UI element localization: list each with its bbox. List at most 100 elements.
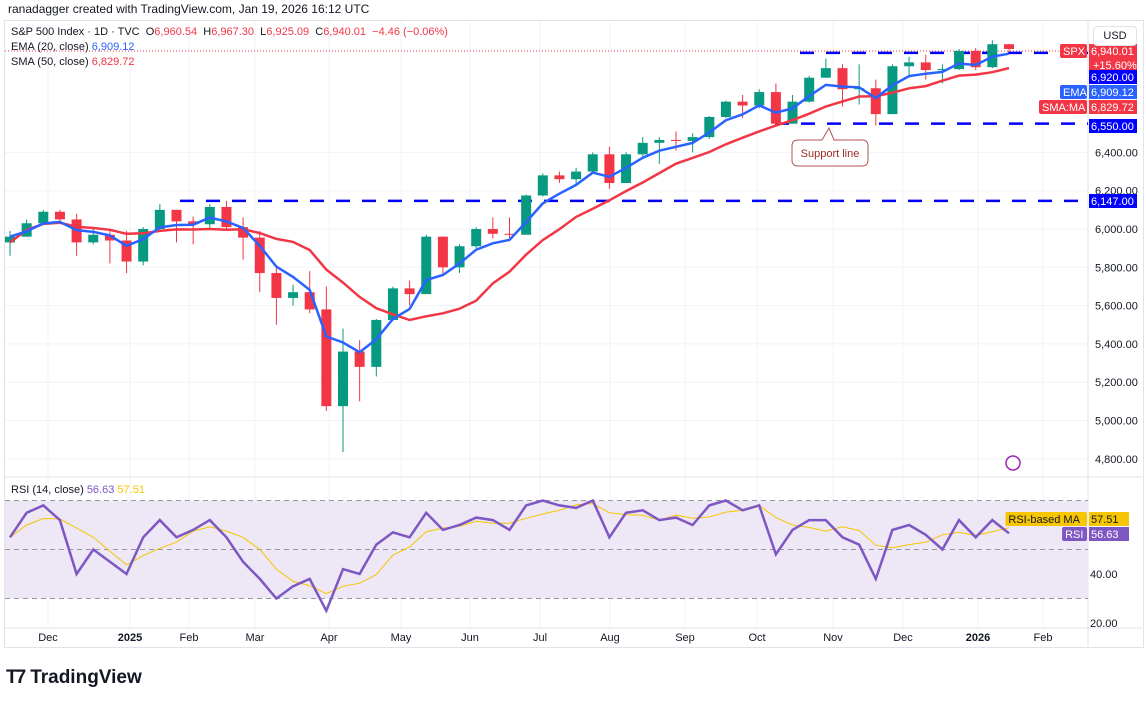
candle-body: [171, 209, 182, 222]
candle-body: [870, 88, 881, 115]
rsi-tag-label: RSI: [1065, 529, 1083, 541]
rsi-legend[interactable]: RSI (14, close) 56.63 57.51: [11, 484, 145, 496]
rsi-tag-label: RSI-based MA: [1008, 514, 1080, 526]
open-label: O: [145, 26, 155, 38]
support-line-callout: Support line: [791, 126, 869, 167]
low-label: L: [260, 26, 267, 38]
candle-body: [504, 233, 515, 235]
candle-body: [371, 319, 382, 367]
candle-body: [737, 101, 748, 106]
candle-body: [204, 206, 215, 225]
candle-body: [487, 229, 498, 234]
candle-body: [254, 237, 265, 274]
price-tag-value: 6,920.00: [1091, 72, 1134, 84]
time-axis-label: 2026: [966, 632, 990, 644]
ema-20-line: [9, 52, 1010, 354]
price-tick-label: 5,600.00: [1095, 301, 1138, 313]
candle-body: [554, 175, 565, 180]
price-tag: [1089, 44, 1137, 58]
candle-body: [221, 206, 232, 228]
symbol-name[interactable]: S&P 500 Index · 1D · TVC: [11, 26, 140, 38]
time-axis-label: Aug: [600, 632, 620, 644]
candle-body: [271, 273, 282, 298]
symbol-legend: S&P 500 Index · 1D · TVC O6,960.54 H6,96…: [11, 26, 448, 38]
candle-body: [704, 116, 715, 138]
alert-lightning-icon: [1005, 455, 1021, 471]
candle-body: [970, 50, 981, 68]
time-axis-label: Mar: [246, 632, 265, 644]
candle-body: [571, 171, 582, 180]
chart-credit: ranadagger created with TradingView.com,…: [8, 2, 370, 16]
rsi-tag-value: 57.51: [1091, 514, 1119, 526]
candle-body: [421, 236, 432, 295]
low-value: 6,925.09: [266, 26, 310, 38]
time-axis-label: Jun: [461, 632, 479, 644]
tradingview-logo-icon: T7: [6, 667, 26, 688]
candle-body: [5, 236, 15, 243]
time-axis-label: Dec: [38, 632, 58, 644]
candle-body: [54, 211, 65, 220]
candle-body: [770, 92, 781, 124]
close-label: C: [315, 26, 324, 38]
candle-body: [404, 288, 415, 295]
sma-legend[interactable]: SMA (50, close) 6,829.72: [11, 56, 135, 68]
price-tick-label: 5,800.00: [1095, 262, 1138, 274]
ema-value: 6,909.12: [91, 41, 135, 53]
ema-legend[interactable]: EMA (20, close) 6,909.12: [11, 41, 135, 53]
candle-body: [754, 92, 765, 106]
change-value: −4.46 (−0.06%): [372, 26, 448, 38]
rsi-tag-label-bg: [1005, 512, 1087, 526]
sma-50-line: [9, 66, 1010, 322]
candle-body: [437, 236, 448, 268]
price-tag-label-bg: [1060, 85, 1087, 99]
candle-body: [804, 77, 815, 102]
rsi-tag: [1089, 512, 1129, 526]
rsi-ma-value: 57.51: [117, 484, 145, 496]
time-axis-label: Nov: [823, 632, 843, 644]
rsi-tag-value: 56.63: [1091, 529, 1119, 541]
price-tag-value: 6,147.00: [1091, 196, 1134, 208]
time-axis-label: Apr: [320, 632, 337, 644]
price-tag-label: SPX: [1063, 46, 1086, 58]
price-tick-label: 5,000.00: [1095, 416, 1138, 428]
price-tag: [1089, 58, 1137, 72]
candle-body: [1004, 44, 1014, 49]
logo-text: TradingView: [30, 667, 142, 688]
price-tag-label: EMA: [1063, 87, 1088, 99]
candle-body: [920, 62, 931, 71]
price-tag-label-bg: [1060, 44, 1087, 58]
candle-body: [321, 309, 332, 407]
rsi-tick-label: 20.00: [1090, 618, 1118, 630]
price-tick-label: 4,800.00: [1095, 454, 1138, 466]
rsi-tag-label-bg: [1062, 527, 1087, 541]
time-axis-label: Sep: [675, 632, 695, 644]
candle-body: [138, 229, 149, 262]
candle-body: [687, 137, 698, 141]
candle-body: [154, 209, 165, 229]
price-tag: [1089, 194, 1137, 208]
candle-body: [637, 142, 648, 155]
chart-frame: [4, 20, 1144, 648]
currency-button[interactable]: USD: [1093, 26, 1137, 46]
rsi-label: RSI (14, close): [11, 484, 84, 496]
high-value: 6,967.30: [211, 26, 255, 38]
candle-body: [454, 246, 465, 268]
candle-body: [304, 292, 315, 310]
support-line-label: Support line: [801, 148, 860, 160]
open-value: 6,960.54: [154, 26, 198, 38]
candle-body: [88, 234, 99, 243]
candle-body: [121, 240, 132, 262]
sma-value: 6,829.72: [91, 56, 135, 68]
time-axis-label: Feb: [1034, 632, 1053, 644]
price-tick-label: 6,000.00: [1095, 224, 1138, 236]
price-tag-label: SMA:MA: [1042, 102, 1086, 114]
price-tag: [1089, 119, 1137, 133]
ema-label: EMA (20, close): [11, 41, 89, 53]
time-axis-label: 2025: [118, 632, 142, 644]
candle-body: [471, 229, 482, 247]
candle-body: [654, 139, 665, 143]
candle-body: [837, 68, 848, 90]
time-axis-label: Oct: [748, 632, 765, 644]
price-tag: [1089, 100, 1137, 114]
